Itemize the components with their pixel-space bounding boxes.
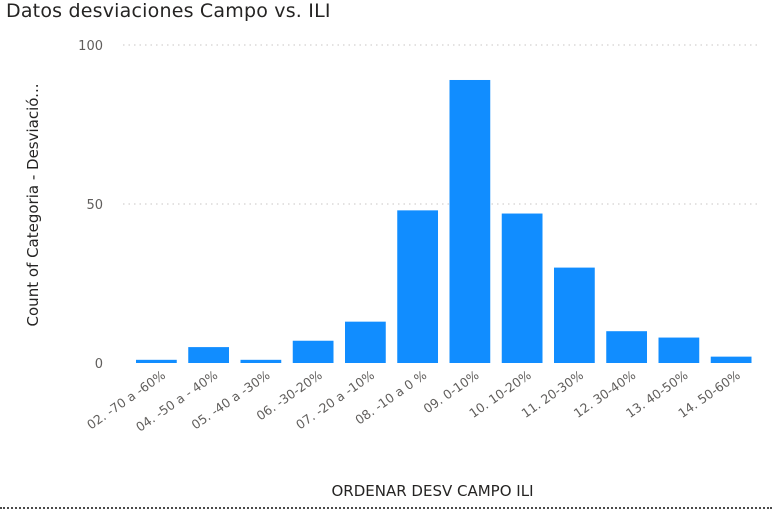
bar[interactable] [554,267,595,363]
y-tick-label: 100 [78,39,103,54]
chart-title: Datos desviaciones Campo vs. ILI [6,0,331,22]
bar[interactable] [188,347,230,363]
y-axis-title: Count of Categoria - Desviació... [24,84,42,327]
y-tick-label: 50 [86,198,103,213]
bar[interactable] [658,337,700,363]
bar[interactable] [501,213,543,363]
bar[interactable] [240,359,282,363]
bar[interactable] [136,359,177,363]
bar[interactable] [292,340,334,363]
bar[interactable] [710,356,752,363]
bar[interactable] [606,331,648,363]
x-axis-title: ORDENAR DESV CAMPO ILI [331,482,533,500]
bar[interactable] [397,210,439,363]
bar[interactable] [345,321,386,363]
visual-bottom-border [0,507,772,509]
y-tick-label: 0 [95,357,103,372]
bar[interactable] [449,79,491,363]
